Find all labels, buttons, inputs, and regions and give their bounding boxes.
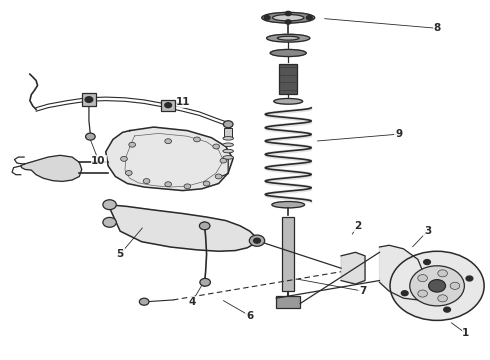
Ellipse shape [223, 156, 233, 159]
Text: 5: 5 [117, 249, 124, 259]
Circle shape [165, 139, 172, 144]
Circle shape [199, 222, 210, 230]
Ellipse shape [262, 13, 315, 23]
Ellipse shape [270, 49, 306, 57]
Circle shape [424, 260, 430, 265]
Circle shape [285, 20, 291, 24]
Circle shape [285, 12, 291, 15]
Circle shape [444, 307, 450, 312]
Circle shape [85, 97, 93, 102]
Circle shape [466, 276, 473, 281]
Circle shape [121, 156, 127, 161]
Polygon shape [341, 252, 365, 284]
Bar [276, 296, 300, 308]
Circle shape [401, 291, 408, 296]
Bar [279, 64, 297, 94]
Ellipse shape [418, 290, 427, 297]
Circle shape [194, 137, 200, 142]
Circle shape [103, 217, 116, 227]
Ellipse shape [274, 99, 303, 104]
Circle shape [220, 158, 227, 163]
Circle shape [264, 15, 270, 20]
Ellipse shape [277, 36, 299, 40]
Text: 4: 4 [189, 297, 196, 307]
Bar [282, 217, 294, 291]
Bar [82, 93, 96, 106]
Circle shape [103, 200, 116, 210]
Circle shape [129, 142, 136, 147]
Ellipse shape [450, 282, 460, 289]
Bar [161, 100, 175, 111]
Polygon shape [106, 127, 233, 190]
Circle shape [143, 179, 150, 184]
Circle shape [254, 238, 260, 243]
Circle shape [165, 103, 172, 108]
Ellipse shape [223, 143, 233, 147]
Text: 1: 1 [462, 328, 469, 338]
Text: 8: 8 [434, 23, 441, 33]
Ellipse shape [272, 14, 304, 21]
Circle shape [213, 144, 220, 149]
Bar [224, 128, 232, 136]
Text: 2: 2 [354, 221, 362, 231]
Circle shape [223, 121, 233, 128]
Text: 9: 9 [395, 129, 402, 139]
Circle shape [165, 182, 172, 187]
Circle shape [139, 298, 149, 305]
Circle shape [249, 235, 265, 246]
Circle shape [184, 184, 191, 189]
Polygon shape [108, 205, 257, 251]
Circle shape [390, 251, 484, 320]
Circle shape [429, 280, 445, 292]
Ellipse shape [223, 149, 233, 153]
Text: 3: 3 [424, 226, 431, 236]
Circle shape [203, 181, 210, 186]
Ellipse shape [272, 202, 305, 208]
Text: 7: 7 [359, 286, 367, 296]
Polygon shape [21, 155, 82, 181]
Circle shape [410, 266, 465, 306]
Text: 11: 11 [175, 98, 190, 107]
Text: 10: 10 [91, 156, 106, 166]
Circle shape [86, 133, 95, 140]
Ellipse shape [267, 34, 310, 42]
Ellipse shape [418, 275, 427, 282]
Ellipse shape [438, 295, 447, 302]
Polygon shape [379, 245, 425, 300]
Ellipse shape [438, 270, 447, 277]
Circle shape [306, 15, 312, 20]
Circle shape [215, 174, 222, 179]
Text: 6: 6 [246, 311, 253, 321]
Circle shape [200, 278, 210, 286]
Ellipse shape [223, 136, 233, 140]
Circle shape [125, 171, 132, 175]
